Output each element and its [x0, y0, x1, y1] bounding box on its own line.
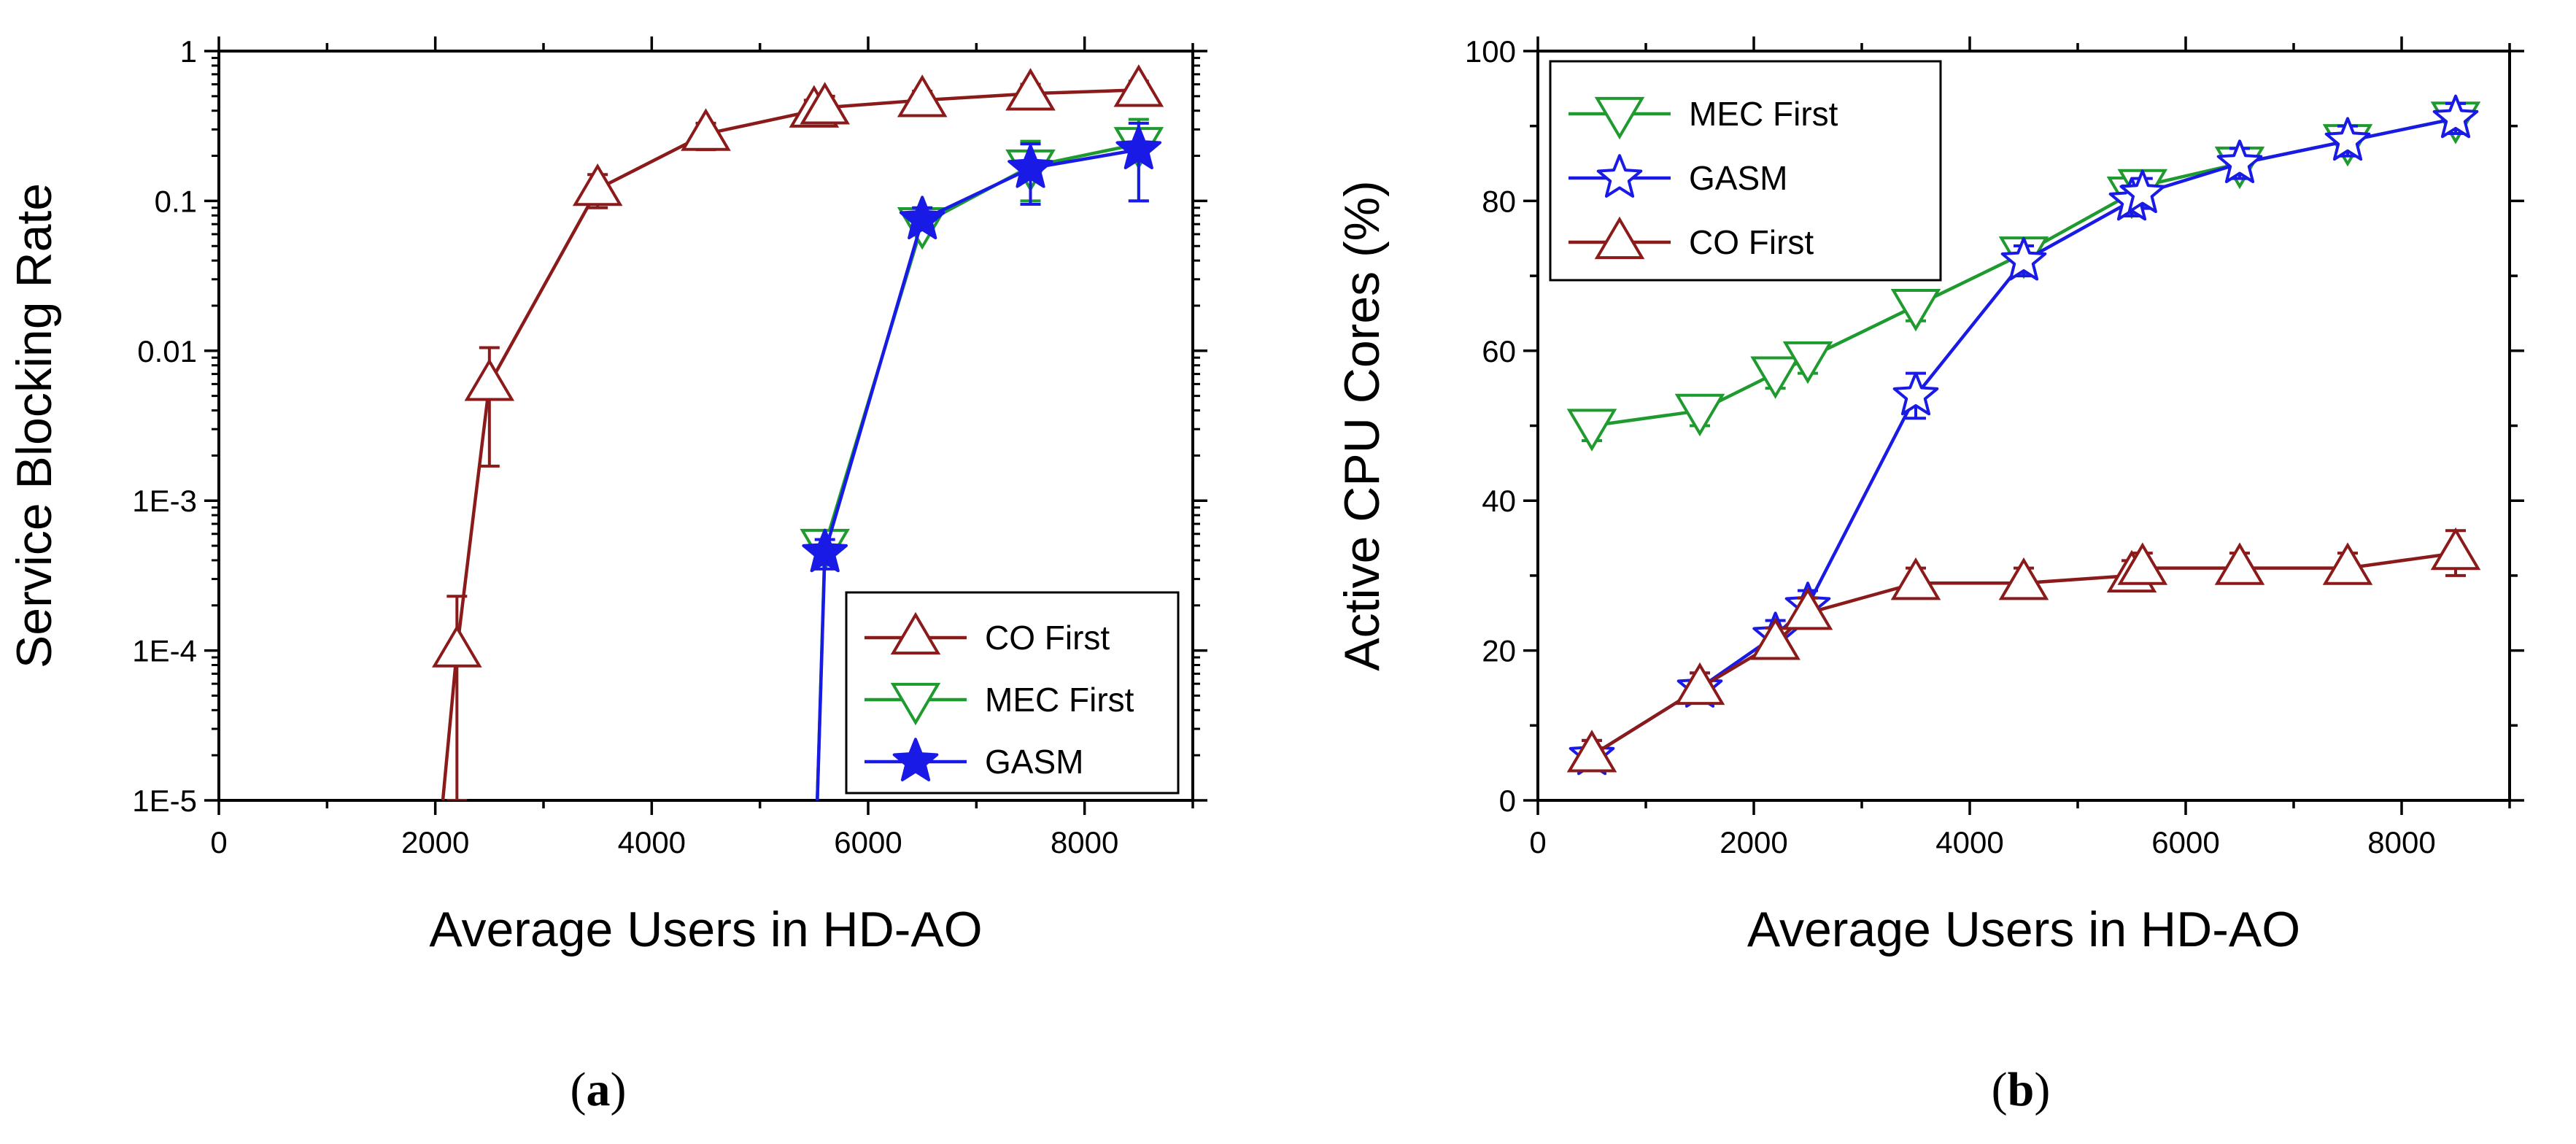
chart-a-xtick-label: 8000	[1051, 825, 1118, 859]
chart-b-point-mec_first	[1566, 409, 1617, 452]
chart-b: 0 2000 4000 6000 8000 0 20 40 60 80 100 Average Use…	[1334, 34, 2524, 1116]
chart-b-legend: MEC First GASM CO First	[1549, 60, 1942, 282]
chart-a-point-gasm	[1007, 144, 1053, 188]
chart-b-series-co_first	[1566, 527, 2481, 773]
chart-a-xtick-label: 0	[210, 825, 227, 859]
chart-a-axes-frame	[217, 50, 1194, 802]
caption-letter: b	[2008, 1063, 2035, 1116]
chart-b-point-co_first	[2322, 542, 2373, 585]
chart-a-legend-label-gasm: GASM	[985, 743, 1083, 781]
chart-a-point-co_first	[1113, 64, 1164, 107]
chart-b-ytick-label: 20	[1482, 634, 1516, 668]
chart-b-xtick-label: 4000	[1935, 825, 2003, 859]
chart-b-xlabel: Average Users in HD-AO	[1747, 902, 2300, 957]
caption-paren-open: (	[570, 1063, 587, 1116]
chart-b-point-mec_first	[1890, 289, 1941, 332]
chart-a-series-co_first	[432, 64, 1164, 800]
chart-a-point-co_first	[800, 82, 850, 125]
chart-b-xtick-label: 2000	[1720, 825, 1787, 859]
chart-b-point-gasm	[2119, 169, 2166, 213]
chart-b-point-co_first	[1674, 662, 1725, 706]
chart-b-point-co_first	[1750, 617, 1801, 660]
chart-b-legend-marker-mec_first	[1594, 96, 1645, 140]
chart-b-legend-item-co_first: CO First	[1569, 216, 1814, 261]
chart-b-legend-label-co_first: CO First	[1689, 223, 1814, 261]
chart-a-legend-marker-mec_first	[890, 682, 941, 726]
chart-a-ytick-label: 1E-4	[132, 634, 197, 668]
chart-b-ytick-label: 100	[1465, 34, 1516, 69]
chart-a-caption: (a)	[570, 1063, 627, 1116]
chart-b-ytick-label: 0	[1499, 784, 1516, 818]
chart-a-legend-item-gasm: GASM	[865, 738, 1083, 781]
chart-a-point-gasm	[899, 196, 945, 239]
chart-a-line-co_first	[441, 88, 1139, 800]
chart-a-ytick-label: 1E-5	[132, 784, 197, 818]
chart-a-xtick-label: 4000	[618, 825, 686, 859]
chart-b-ytick-label: 80	[1482, 184, 1516, 218]
chart-b-point-co_first	[2214, 542, 2265, 585]
chart-a-series-gasm	[802, 121, 1162, 800]
chart-b-legend-marker-gasm	[1596, 154, 1643, 198]
chart-b-xtick-label: 6000	[2151, 825, 2219, 859]
chart-a: 0 2000 4000 6000 8000 1E-5 1E-4 1E-3 0.01 0.1 1 Ave…	[7, 34, 1207, 1116]
chart-a-ytick-label: 1E-3	[132, 484, 197, 518]
chart-b-point-mec_first	[1782, 341, 1833, 384]
caption-letter: a	[587, 1063, 611, 1116]
chart-b-point-mec_first	[1750, 356, 1801, 399]
chart-a-ytick-label: 0.1	[155, 184, 197, 218]
chart-b-ytick-label: 40	[1482, 484, 1516, 518]
chart-a-point-gasm	[802, 528, 848, 573]
chart-b-legend-label-mec_first: MEC First	[1689, 95, 1838, 133]
chart-a-point-co_first	[464, 358, 515, 401]
chart-a-legend-marker-co_first	[890, 611, 941, 655]
chart-b-point-co_first	[2117, 542, 2168, 585]
chart-a-point-co_first	[572, 163, 623, 206]
chart-b-point-gasm	[1892, 371, 1939, 416]
chart-a-ylabel: Service Blocking Rate	[7, 183, 62, 668]
chart-b-point-gasm	[2432, 94, 2479, 139]
chart-b-legend-marker-co_first	[1594, 216, 1645, 260]
chart-a-legend-item-mec_first: MEC First	[865, 681, 1134, 726]
chart-b-point-gasm	[2000, 236, 2047, 281]
chart-a-xtick-label: 2000	[401, 825, 469, 859]
chart-b-plot-area	[1566, 94, 2481, 776]
chart-b-xtick-label: 8000	[2367, 825, 2435, 859]
chart-a-legend-label-mec_first: MEC First	[985, 681, 1134, 719]
chart-b-ytick-label: 60	[1482, 334, 1516, 368]
chart-a-legend: CO First MEC First GASM	[845, 591, 1180, 795]
chart-a-ytick-label: 1	[180, 34, 197, 69]
chart-a-legend-item-co_first: CO First	[865, 611, 1110, 657]
chart-a-xlabel: Average Users in HD-AO	[429, 902, 982, 957]
chart-a-xtick-label: 6000	[834, 825, 902, 859]
chart-a-point-co_first	[432, 625, 482, 668]
chart-b-point-mec_first	[1674, 393, 1725, 437]
chart-a-point-co_first	[897, 74, 948, 117]
caption-paren-open: (	[1992, 1063, 2008, 1116]
chart-b-caption: (b)	[1992, 1063, 2051, 1116]
chart-b-point-co_first	[1998, 557, 2049, 600]
chart-b-point-co_first	[1890, 557, 1941, 600]
chart-a-legend-label-co_first: CO First	[985, 619, 1110, 657]
chart-a-ytick-label: 0.01	[137, 334, 197, 368]
chart-b-point-co_first	[1782, 587, 1833, 630]
chart-a-point-gasm	[1115, 125, 1162, 169]
chart-a-point-co_first	[681, 108, 731, 151]
caption-paren-close: )	[2034, 1063, 2050, 1116]
chart-b-legend-label-gasm: GASM	[1689, 159, 1787, 197]
chart-b-point-gasm	[2216, 139, 2263, 183]
chart-b-legend-item-gasm: GASM	[1569, 154, 1787, 198]
chart-b-ylabel: Active CPU Cores (%)	[1334, 180, 1390, 671]
chart-b-legend-item-mec_first: MEC First	[1569, 95, 1838, 140]
chart-b-point-co_first	[1566, 730, 1617, 773]
chart-b-point-gasm	[2324, 117, 2371, 161]
chart-a-legend-marker-gasm	[892, 738, 939, 781]
chart-b-point-co_first	[2430, 527, 2481, 571]
chart-a-point-co_first	[1005, 68, 1056, 111]
chart-b-xtick-label: 0	[1529, 825, 1546, 859]
chart-a-plot-area	[432, 64, 1164, 800]
caption-paren-close: )	[611, 1063, 627, 1116]
